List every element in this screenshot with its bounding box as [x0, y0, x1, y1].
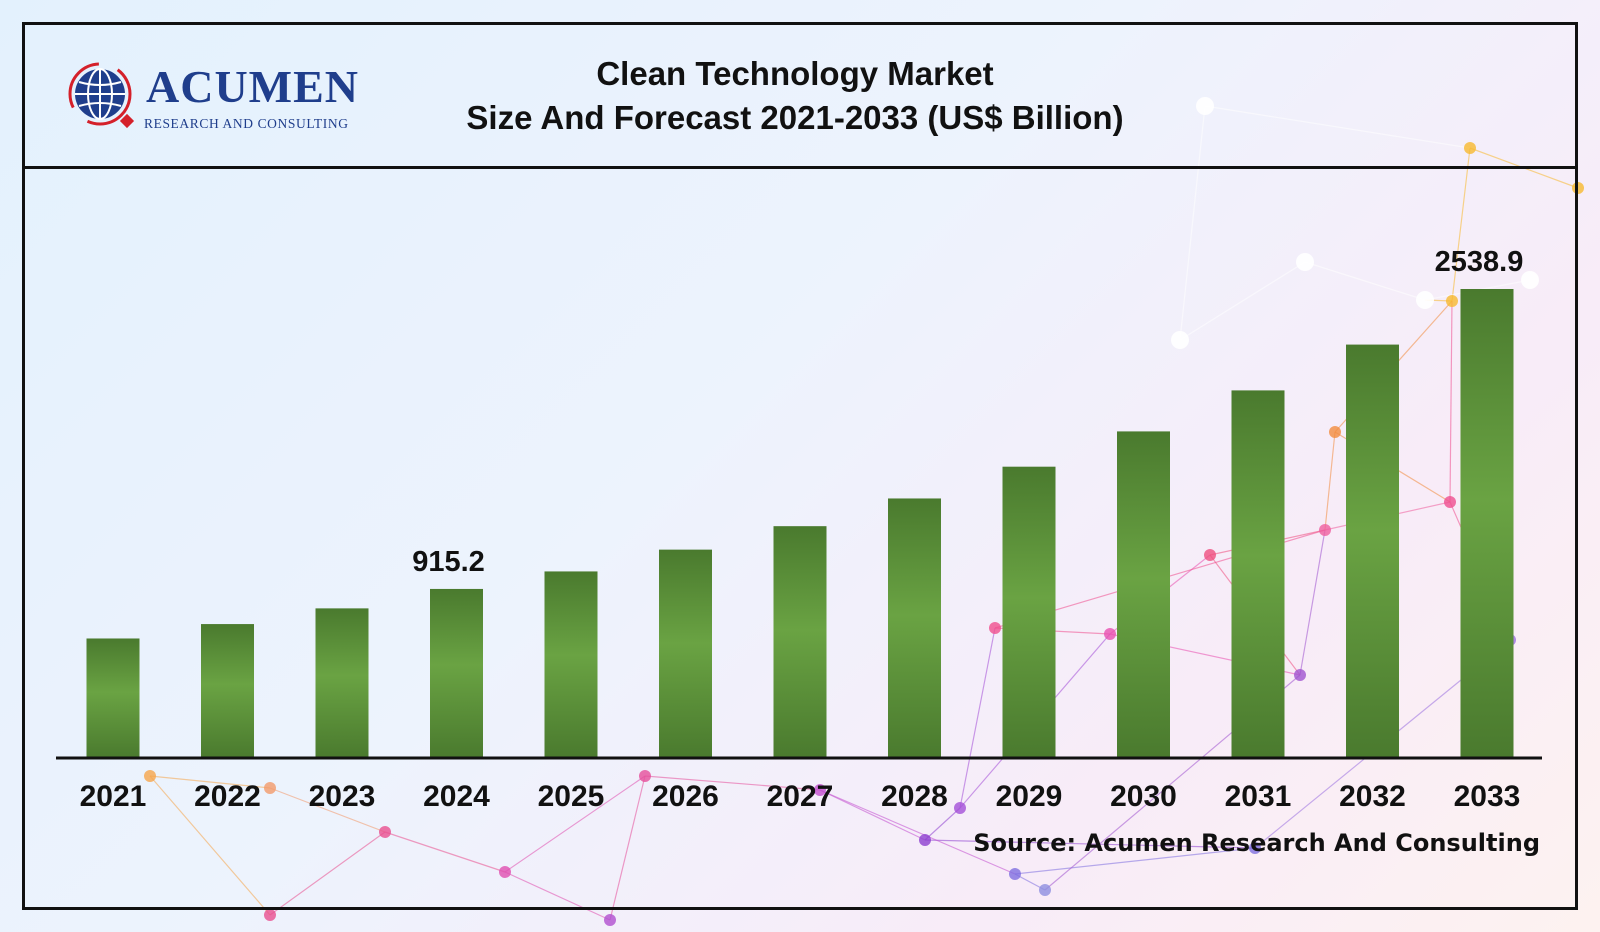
- x-tick-label-2029: 2029: [996, 780, 1063, 813]
- network-edge: [504, 871, 611, 921]
- bar-2026: [659, 549, 712, 758]
- x-tick-label-2028: 2028: [881, 780, 948, 813]
- bar-2021: [86, 638, 140, 758]
- network-edge: [819, 789, 1016, 875]
- logo: ACUMEN RESEARCH AND CONSULTING: [64, 56, 404, 136]
- network-edge: [1179, 261, 1306, 341]
- network-edge: [1324, 431, 1336, 531]
- x-tick-label-2026: 2026: [652, 780, 719, 813]
- network-edge: [1204, 105, 1471, 149]
- network-node: [1416, 291, 1434, 309]
- network-edge: [609, 775, 646, 921]
- source-note: Source: Acumen Research And Consulting: [973, 829, 1540, 857]
- data-labels: 915.2 2538.9: [412, 246, 1523, 578]
- bar-2027: [773, 526, 827, 758]
- network-node: [604, 914, 616, 926]
- network-edge: [924, 839, 1256, 849]
- network-node: [144, 770, 156, 782]
- bar-2024: [430, 588, 483, 758]
- network-edge: [1451, 147, 1471, 302]
- network-edge: [644, 775, 821, 791]
- x-tick-label-2031: 2031: [1225, 780, 1292, 813]
- bar-2028: [888, 498, 941, 758]
- bar-2025: [544, 571, 598, 758]
- network-node: [1196, 97, 1214, 115]
- network-node: [1171, 331, 1189, 349]
- bar-2022: [201, 624, 254, 758]
- x-tick-label-2032: 2032: [1339, 780, 1406, 813]
- network-node: [379, 826, 391, 838]
- bar-2032: [1346, 344, 1399, 758]
- network-edge: [1179, 105, 1206, 341]
- title-line-2: Size And Forecast 2021-2033 (US$ Billion…: [466, 99, 1124, 136]
- network-edge: [269, 787, 386, 833]
- network-edge: [1304, 261, 1426, 301]
- network-node: [1444, 496, 1456, 508]
- network-node: [1009, 868, 1021, 880]
- network-node: [264, 909, 276, 921]
- network-node: [919, 834, 931, 846]
- network-node: [814, 784, 826, 796]
- network-edge: [149, 775, 271, 916]
- x-tick-label-2025: 2025: [538, 780, 605, 813]
- network-node: [1104, 628, 1116, 640]
- network-node: [1446, 295, 1458, 307]
- network-edge: [1299, 529, 1326, 676]
- chart-title: Clean Technology Market Size And Forecas…: [395, 52, 1195, 140]
- network-edge: [959, 627, 996, 809]
- title-line-1: Clean Technology Market: [596, 55, 994, 92]
- x-tick-label-2024: 2024: [423, 780, 490, 813]
- x-tick-label-2023: 2023: [309, 780, 376, 813]
- network-node: [1294, 669, 1306, 681]
- network-edge: [384, 831, 506, 873]
- bar-2023: [315, 608, 369, 758]
- x-tick-label-2033: 2033: [1454, 780, 1521, 813]
- data-label-2033: 2538.9: [1435, 246, 1524, 278]
- data-label-2024: 915.2: [412, 546, 485, 578]
- network-edge: [924, 807, 961, 841]
- network-node: [954, 802, 966, 814]
- bar-2030: [1117, 431, 1170, 758]
- network-edge: [819, 789, 926, 841]
- network-edge: [1449, 300, 1453, 503]
- x-tick-label-2027: 2027: [767, 780, 834, 813]
- bar-2029: [1002, 466, 1056, 758]
- network-node: [499, 866, 511, 878]
- network-edge: [1014, 847, 1256, 875]
- network-edge: [149, 775, 271, 789]
- network-node: [1039, 884, 1051, 896]
- network-node: [1204, 549, 1216, 561]
- header-divider: [22, 166, 1578, 169]
- network-edge: [269, 831, 386, 916]
- logo-wordmark: ACUMEN: [146, 61, 359, 112]
- network-node: [1249, 842, 1261, 854]
- logo-tagline: RESEARCH AND CONSULTING: [144, 116, 349, 131]
- x-tick-label-2022: 2022: [194, 780, 261, 813]
- network-node: [1329, 426, 1341, 438]
- network-node: [639, 770, 651, 782]
- bar-2031: [1231, 390, 1285, 758]
- x-axis-tick-labels: 2021 2022 2023 2024 2025 2026 2027 2028 2029 2030…: [80, 780, 1521, 813]
- network-node: [1464, 142, 1476, 154]
- network-node: [1319, 524, 1331, 536]
- network-node: [1521, 271, 1539, 289]
- network-node: [989, 622, 1001, 634]
- globe-icon: [68, 62, 135, 129]
- x-tick-label-2030: 2030: [1110, 780, 1177, 813]
- bar-2033: [1460, 289, 1514, 758]
- network-node: [1296, 253, 1314, 271]
- network-edge: [504, 775, 646, 873]
- bars: [86, 289, 1514, 758]
- x-tick-label-2021: 2021: [80, 780, 147, 813]
- network-node: [264, 782, 276, 794]
